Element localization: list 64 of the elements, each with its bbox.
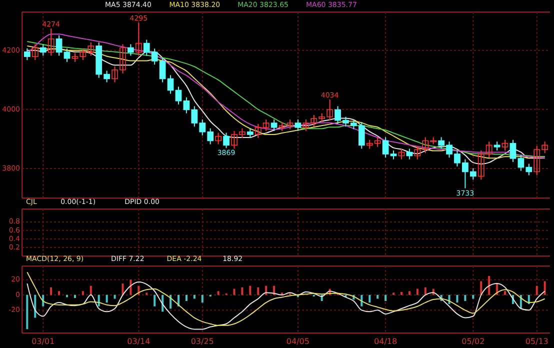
- bar: [154, 294, 156, 306]
- candlestick: [246, 128, 254, 139]
- bar: [34, 294, 36, 318]
- x-tick-label: 04/05: [286, 337, 310, 346]
- bar: [201, 294, 204, 303]
- candlestick: [64, 48, 70, 62]
- candlestick: [223, 132, 230, 149]
- candlestick: [215, 132, 222, 145]
- candlestick: [167, 74, 174, 94]
- bar: [74, 294, 76, 298]
- bar: [464, 294, 466, 302]
- candlestick: [40, 44, 46, 56]
- bar: [249, 286, 252, 295]
- bar: [58, 291, 60, 295]
- bar: [130, 280, 132, 295]
- bar: [376, 294, 379, 299]
- bar: [456, 294, 458, 303]
- candlestick: [382, 136, 389, 158]
- candlestick: [135, 22, 142, 56]
- x-tick-label: 05/13: [525, 337, 548, 346]
- bar: [185, 294, 188, 302]
- candlestick: [294, 118, 302, 132]
- bar: [400, 292, 402, 295]
- bar: [122, 284, 124, 295]
- bar: [472, 294, 474, 299]
- bar: [488, 276, 490, 295]
- candlestick: [286, 118, 294, 130]
- candlestick: [398, 148, 405, 160]
- candlestick: [56, 34, 62, 56]
- x-tick-label: 03/14: [127, 337, 150, 346]
- candlestick: [24, 48, 30, 61]
- bar: [536, 286, 538, 295]
- candlestick: [175, 86, 182, 105]
- bar: [241, 287, 244, 295]
- x-tick-label: 04/18: [374, 337, 398, 346]
- bar: [217, 291, 220, 295]
- candlestick: [270, 118, 278, 132]
- bar: [360, 294, 363, 306]
- bar: [82, 291, 84, 295]
- line-series: [26, 272, 546, 326]
- bar: [50, 287, 52, 295]
- x-tick-label: 03/01: [32, 337, 55, 346]
- bar: [233, 288, 236, 295]
- candlestick: [32, 44, 38, 61]
- bar: [368, 294, 371, 303]
- candlestick: [48, 28, 54, 56]
- bar: [90, 286, 92, 295]
- bar: [408, 291, 410, 295]
- bar: [193, 294, 196, 299]
- bar: [257, 287, 260, 295]
- bar: [384, 294, 387, 302]
- candlestick: [128, 44, 134, 56]
- bar: [98, 294, 100, 306]
- line-series: [26, 281, 546, 330]
- x-tick-label: 05/02: [462, 337, 485, 346]
- bar: [544, 281, 546, 295]
- bar: [480, 281, 482, 295]
- bar: [504, 291, 506, 295]
- bar: [106, 294, 108, 303]
- x-tick-label: 03/25: [190, 337, 214, 346]
- bar: [416, 288, 418, 295]
- bar: [114, 294, 116, 299]
- bar: [26, 294, 28, 330]
- candlestick: [502, 139, 508, 151]
